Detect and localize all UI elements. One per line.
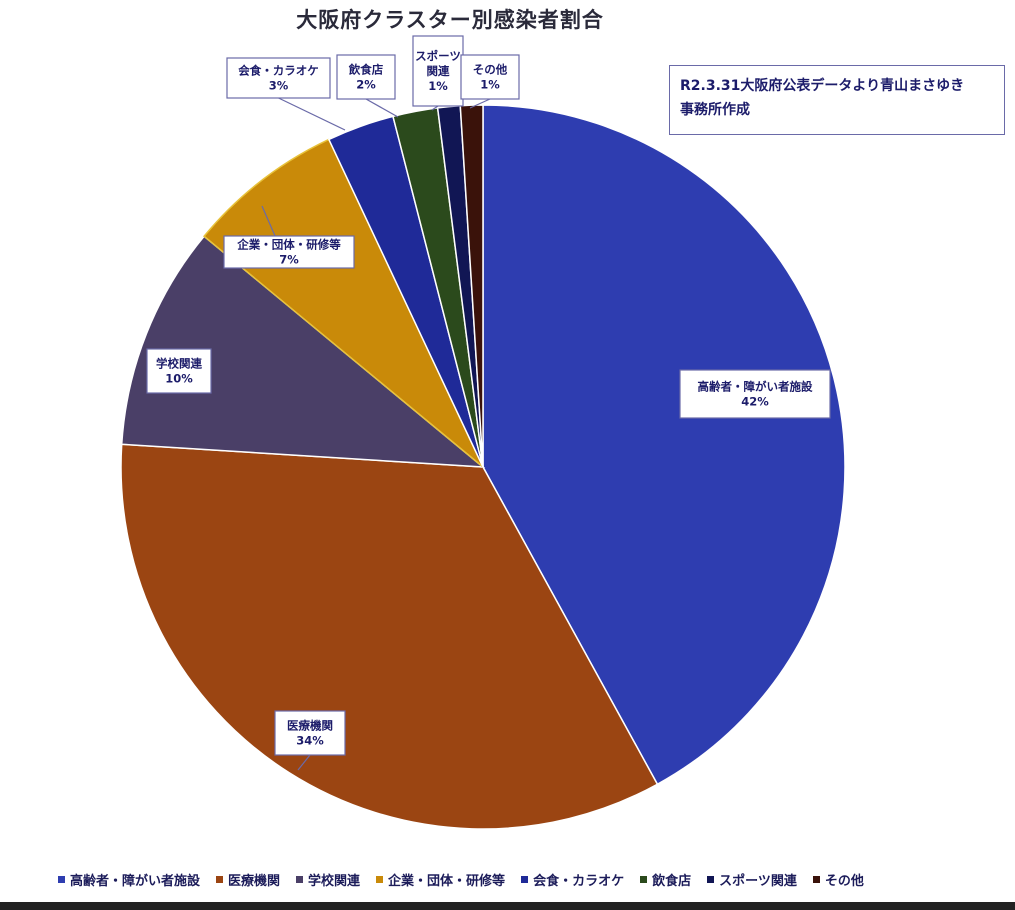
source-note: R2.3.31大阪府公表データより青山まさゆき 事務所作成 <box>669 65 1005 135</box>
legend-item-7: その他 <box>812 870 864 889</box>
legend-label-2: 学校関連 <box>308 873 361 889</box>
data-label-pct-7: 1% <box>480 78 500 92</box>
data-label-name-6: 関連 <box>427 64 450 78</box>
data-label-pct-2: 10% <box>165 372 193 386</box>
legend-swatch-2 <box>296 875 304 883</box>
callout-box-6 <box>412 35 464 107</box>
legend-swatch-4 <box>521 875 529 883</box>
callout-leader-7 <box>469 98 491 109</box>
legend-item-6: スポーツ関連 <box>707 870 797 889</box>
pie-slice-2 <box>120 235 486 468</box>
legend-swatch-7 <box>812 875 820 883</box>
legend: 高齢者・障がい者施設 医療機関 学校関連 企業・団体・研修等 会食・カラオケ 飲食店 スポー… <box>58 866 864 892</box>
legend-swatch-6 <box>707 875 715 883</box>
data-label-name-3: 企業・団体・研修等 <box>236 238 341 252</box>
legend-swatch-0 <box>58 875 65 883</box>
legend-item-2: 学校関連 <box>296 870 360 889</box>
callout-box-0 <box>679 369 831 419</box>
callout-box-2 <box>146 348 212 394</box>
data-label-name-7: その他 <box>473 63 508 77</box>
data-label-name-1: 医療機関 <box>287 719 333 733</box>
data-label-name-0: 高齢者・障がい者施設 <box>698 380 813 394</box>
data-label-name-6: スポーツ <box>415 49 461 63</box>
pie-slice-3 <box>203 138 484 468</box>
legend-label-7: その他 <box>824 873 864 889</box>
pie-slice-0 <box>482 104 846 786</box>
callout-leader-5 <box>365 98 399 118</box>
data-label-name-5: 飲食店 <box>348 63 384 77</box>
data-label-pct-4: 3% <box>269 79 289 93</box>
callout-box-1 <box>274 710 346 756</box>
callout-leader-1 <box>297 754 311 771</box>
data-label-pct-0: 42% <box>741 395 769 409</box>
legend-swatch-1 <box>216 875 224 883</box>
legend-swatch-5 <box>640 875 648 883</box>
data-label-pct-1: 34% <box>296 734 324 748</box>
legend-item-5: 飲食店 <box>640 870 691 889</box>
callout-box-4 <box>226 57 331 99</box>
legend-label-3: 企業・団体・研修等 <box>388 873 506 889</box>
data-label-pct-3: 7% <box>279 253 299 267</box>
pie-slice-1 <box>120 443 659 830</box>
chart-title: 大阪府クラスター別感染者割合 <box>296 8 604 32</box>
legend-item-4: 会食・カラオケ <box>521 870 624 889</box>
data-label-pct-5: 2% <box>356 78 376 92</box>
data-label-name-4: 会食・カラオケ <box>237 64 319 78</box>
callout-box-5 <box>336 54 396 100</box>
legend-label-0: 高齢者・障がい者施設 <box>70 873 201 889</box>
data-label-name-2: 学校関連 <box>156 357 202 371</box>
data-label-pct-6: 1% <box>428 79 448 93</box>
bottom-bar <box>0 902 1015 910</box>
legend-label-6: スポーツ関連 <box>719 873 797 889</box>
callout-leader-4 <box>278 97 346 131</box>
legend-label-4: 会食・カラオケ <box>533 873 625 889</box>
callout-box-7 <box>460 54 520 100</box>
callout-box-3 <box>223 235 355 269</box>
legend-swatch-3 <box>376 875 384 883</box>
callout-leader-6 <box>431 105 439 111</box>
legend-label-1: 医療機関 <box>228 873 281 889</box>
legend-label-5: 飲食店 <box>652 873 692 889</box>
legend-item-0: 高齢者・障がい者施設 <box>58 870 200 889</box>
legend-item-3: 企業・団体・研修等 <box>376 870 505 889</box>
legend-item-1: 医療機関 <box>216 870 280 889</box>
